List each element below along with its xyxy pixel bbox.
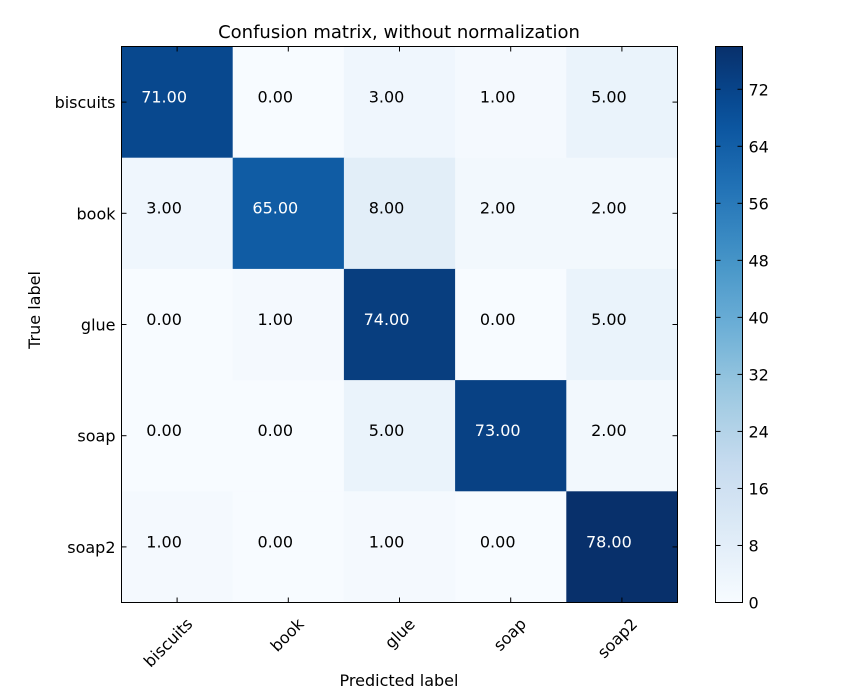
cell-value-label: 2.00	[591, 421, 627, 440]
heatmap-cell-labels: 71.00 0.00 3.00 1.00 5.00 3.00 65.00 8.00 2.00 2.…	[141, 88, 632, 552]
heatmap-cell	[566, 46, 678, 159]
heatmap-cell	[566, 268, 678, 381]
x-tick-label: glue	[381, 614, 419, 652]
colorbar-tick-label: 72	[749, 80, 769, 99]
heatmap-cell	[343, 268, 456, 381]
y-tick-label: soap2	[67, 538, 115, 557]
colorbar-tick-label: 48	[749, 251, 769, 270]
heatmap-cell	[232, 491, 345, 603]
heatmap-cell	[566, 157, 678, 270]
heatmap-cell	[121, 380, 234, 492]
x-axis-tick-labels: biscuits book glue soap soap2	[140, 614, 641, 671]
chart-title: Confusion matrix, without normalization	[218, 22, 580, 43]
heatmap-cell	[121, 157, 234, 270]
x-tick-label: soap2	[594, 614, 642, 662]
colorbar-tick-label: 16	[749, 479, 769, 498]
cell-value-label: 0.00	[480, 310, 516, 329]
heatmap-cell	[232, 46, 345, 159]
cell-value-label: 2.00	[480, 199, 516, 218]
cell-value-label: 65.00	[252, 199, 298, 218]
cell-value-label: 73.00	[475, 421, 521, 440]
heatmap-cell	[343, 46, 456, 159]
x-tick-label: biscuits	[140, 614, 197, 671]
colorbar	[715, 46, 743, 603]
heatmap-cells	[121, 46, 678, 603]
colorbar-tick-label: 8	[749, 536, 759, 555]
cell-value-label: 2.00	[591, 199, 627, 218]
cell-value-label: 0.00	[146, 421, 182, 440]
heatmap-cell	[343, 157, 456, 270]
heatmap-cell	[455, 491, 567, 603]
cell-value-label: 78.00	[586, 532, 632, 551]
cell-value-label: 0.00	[257, 421, 293, 440]
cell-value-label: 0.00	[257, 532, 293, 551]
y-axis-label: True label	[25, 271, 44, 350]
cell-value-label: 5.00	[591, 310, 627, 329]
cell-value-label: 5.00	[591, 88, 627, 107]
y-tick-label: soap	[77, 427, 115, 446]
cell-value-label: 3.00	[369, 88, 405, 107]
cell-value-label: 74.00	[364, 310, 410, 329]
axis-ticks	[121, 46, 678, 603]
heatmap-cell	[343, 491, 456, 603]
heatmap-cell	[566, 491, 678, 603]
heatmap-cell	[455, 46, 567, 159]
heatmap-cell	[566, 380, 678, 492]
colorbar-tick-label: 0	[749, 594, 759, 613]
cell-value-label: 1.00	[146, 532, 182, 551]
colorbar-tick-label: 24	[749, 422, 769, 441]
cell-value-label: 1.00	[369, 532, 405, 551]
cell-value-label: 0.00	[146, 310, 182, 329]
y-axis-tick-labels: biscuits book glue soap soap2	[55, 93, 117, 557]
colorbar-tick-label: 64	[749, 137, 769, 156]
colorbar-ticks: 0 8 16 24 32 40 48 56 64 72	[715, 80, 769, 613]
y-tick-label: biscuits	[55, 93, 116, 112]
heatmap-cell	[455, 380, 567, 492]
heatmap-cell	[343, 380, 456, 492]
heatmap-cell	[455, 268, 567, 381]
cell-value-label: 3.00	[146, 199, 182, 218]
cell-value-label: 0.00	[480, 532, 516, 551]
heatmap-cell	[121, 46, 234, 159]
x-axis-label: Predicted label	[340, 671, 459, 690]
cell-value-label: 5.00	[369, 421, 405, 440]
cell-value-label: 1.00	[480, 88, 516, 107]
cell-value-label: 0.00	[257, 88, 293, 107]
heatmap-cell	[232, 380, 345, 492]
heatmap-cell	[121, 491, 234, 603]
heatmap-cell	[232, 268, 345, 381]
y-tick-label: glue	[81, 316, 116, 335]
y-tick-label: book	[77, 204, 117, 223]
colorbar-tick-label: 56	[749, 194, 769, 213]
heatmap-cell	[121, 268, 234, 381]
heatmap-cell	[232, 157, 345, 270]
cell-value-label: 71.00	[141, 88, 187, 107]
x-tick-label: soap	[490, 614, 530, 654]
colorbar-tick-label: 32	[749, 365, 769, 384]
colorbar-tick-label: 40	[749, 308, 769, 327]
cell-value-label: 1.00	[257, 310, 293, 329]
cell-value-label: 8.00	[369, 199, 405, 218]
x-tick-label: book	[267, 614, 309, 656]
heatmap-cell	[455, 157, 567, 270]
